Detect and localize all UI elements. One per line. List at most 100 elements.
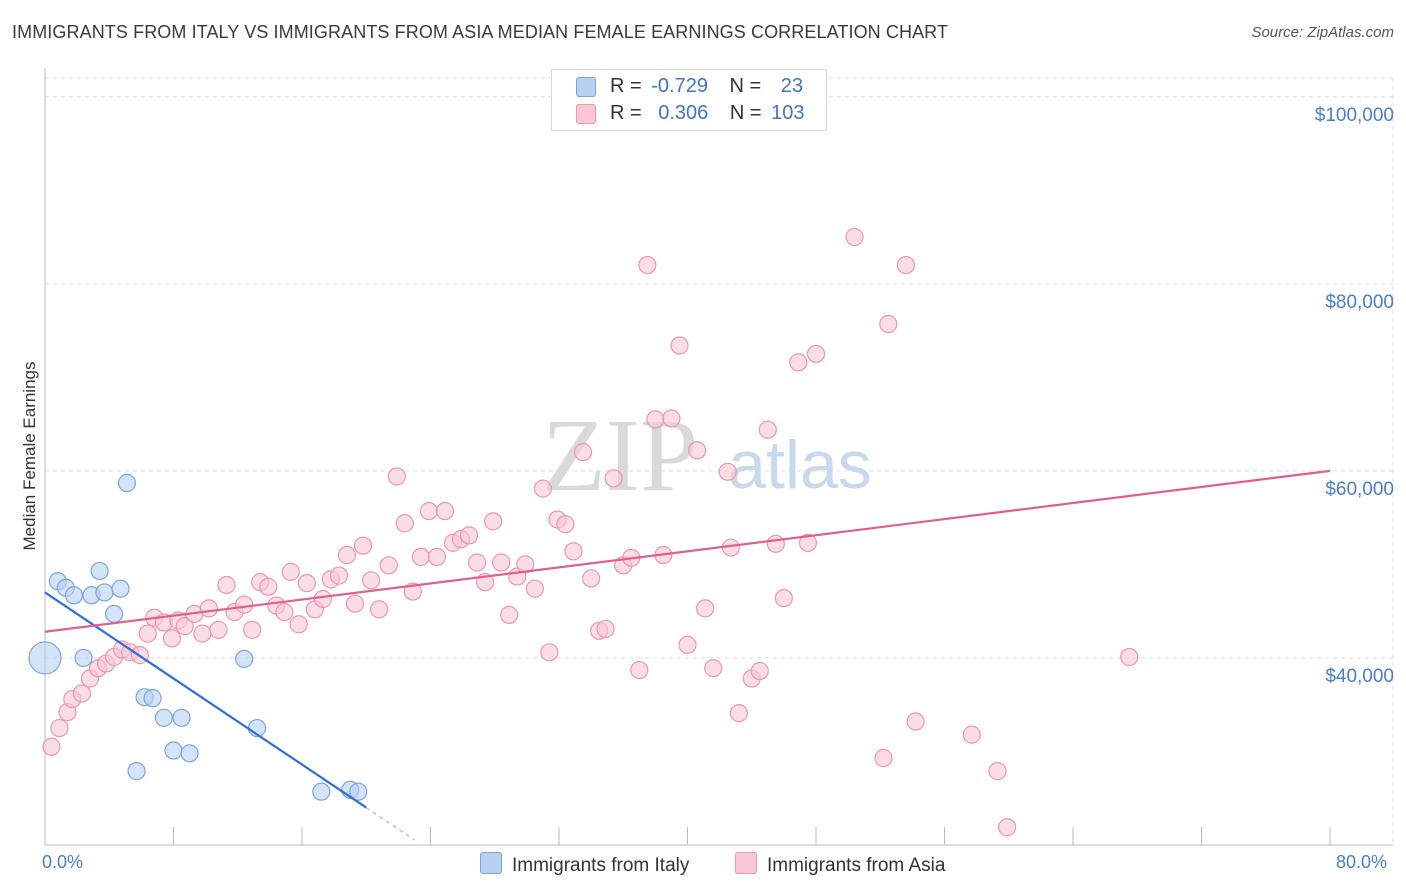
asia-trend-line (44, 469, 1331, 633)
asia-point-41 (370, 600, 389, 619)
asia-point-95 (874, 748, 893, 768)
italy-point-0 (28, 641, 62, 675)
italy-point-14 (172, 708, 191, 727)
axes (44, 68, 1393, 846)
asia-point-70 (604, 469, 623, 488)
asia-point-43 (387, 467, 406, 486)
asia-point-40 (361, 571, 381, 590)
asia-point-97 (896, 255, 916, 275)
asia-r-label: R = (610, 102, 642, 124)
asia-point-1 (50, 718, 69, 738)
asia-point-4 (72, 684, 92, 703)
asia-n-label: N = (729, 102, 762, 124)
asia-points (42, 227, 1139, 837)
asia-swatch (576, 104, 596, 124)
italy-point-6 (95, 583, 114, 602)
asia-point-93 (806, 344, 826, 364)
italy-points (28, 473, 368, 801)
bottom-legend-asia-swatch (735, 852, 757, 874)
asia-point-57 (500, 605, 519, 625)
x-tick-label-max: 80.0% (1336, 852, 1388, 872)
asia-point-82 (704, 659, 723, 678)
italy-point-22 (349, 782, 368, 801)
y-axis-label: Median Female Earnings (20, 361, 39, 551)
asia-point-65 (564, 542, 583, 561)
asia-r-value: 0.306 (658, 102, 709, 124)
asia-point-39 (353, 536, 373, 555)
asia-point-100 (988, 762, 1007, 781)
asia-point-88 (758, 420, 777, 439)
asia-point-89 (766, 534, 785, 553)
watermark-atlas: atlas (728, 427, 872, 503)
asia-point-98 (906, 712, 925, 731)
asia-point-74 (638, 255, 657, 275)
italy-point-9 (117, 473, 137, 493)
italy-r-value: -0.729 (651, 75, 708, 97)
asia-point-49 (435, 501, 455, 521)
asia-point-31 (289, 615, 308, 634)
x-tick-label-min: 0.0% (42, 852, 84, 872)
y-tick-label-0: $40,000 (1325, 665, 1394, 687)
asia-point-102 (1120, 647, 1139, 667)
bottom-legend-italy-swatch (480, 852, 502, 874)
asia-point-38 (345, 594, 365, 613)
asia-point-61 (533, 479, 553, 498)
asia-point-77 (662, 409, 681, 428)
italy-swatch (576, 77, 596, 97)
asia-point-64 (556, 515, 575, 534)
italy-r-label: R = (610, 75, 642, 97)
chart-source: Source: ZipAtlas.com (1251, 24, 1394, 41)
asia-point-59 (516, 555, 535, 574)
asia-point-46 (411, 547, 430, 567)
asia-point-69 (596, 619, 615, 639)
italy-point-18 (235, 649, 254, 668)
asia-point-48 (427, 547, 447, 567)
asia-point-15 (162, 629, 181, 648)
watermark: ZIP atlas (542, 398, 872, 513)
asia-point-90 (774, 588, 793, 608)
asia-point-75 (646, 410, 665, 429)
italy-point-16 (180, 744, 199, 763)
bottom-legend-asia-label: Immigrants from Asia (767, 855, 946, 876)
asia-point-85 (729, 704, 749, 723)
asia-point-92 (798, 533, 818, 552)
italy-trend-line (44, 591, 367, 809)
italy-point-5 (90, 561, 109, 581)
asia-point-37 (337, 545, 357, 565)
asia-point-27 (259, 577, 278, 596)
y-tick-label-2: $80,000 (1325, 291, 1394, 313)
asia-point-17 (175, 617, 194, 636)
asia-point-47 (419, 501, 438, 521)
asia-point-66 (573, 443, 593, 462)
italy-point-7 (104, 604, 124, 624)
asia-point-81 (696, 599, 715, 618)
asia-point-60 (525, 579, 545, 598)
asia-point-87 (750, 661, 769, 681)
chart-title: IMMIGRANTS FROM ITALY VS IMMIGRANTS FROM… (12, 22, 949, 42)
asia-point-91 (789, 353, 808, 372)
italy-point-12 (143, 689, 162, 708)
italy-n-label: N = (729, 75, 762, 97)
asia-point-55 (484, 512, 503, 531)
asia-point-0 (42, 737, 61, 756)
italy-point-15 (164, 741, 183, 760)
asia-point-30 (281, 562, 300, 581)
asia-point-78 (670, 336, 689, 355)
trend-lines (44, 469, 1331, 841)
asia-point-21 (209, 620, 228, 639)
asia-point-53 (467, 553, 487, 572)
asia-point-22 (217, 575, 236, 595)
asia-point-44 (395, 514, 414, 533)
asia-point-24 (235, 595, 254, 614)
italy-n-value: 23 (780, 75, 804, 97)
asia-point-34 (313, 589, 332, 609)
italy-point-8 (111, 579, 130, 598)
stats-legend: R = -0.729 N = 23 R = 0.306 N = 103 (551, 69, 827, 131)
bottom-legend-italy: Immigrants from Italy (480, 852, 689, 877)
asia-point-83 (718, 462, 737, 481)
grid-lines (45, 77, 1394, 845)
italy-point-20 (312, 782, 331, 801)
asia-point-29 (275, 602, 294, 622)
asia-point-56 (492, 553, 511, 572)
